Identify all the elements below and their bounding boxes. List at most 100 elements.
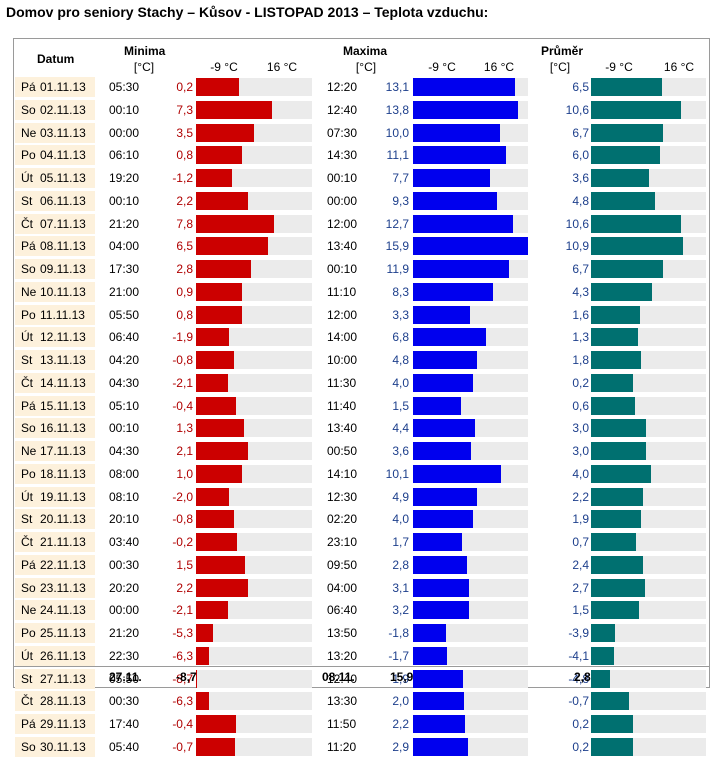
date-cell (15, 418, 95, 439)
max-bar (413, 237, 528, 256)
date: 16.11.13 (40, 421, 86, 436)
min-bar-track (196, 692, 312, 711)
min-value: 7,3 (176, 102, 193, 117)
avg-bar (591, 146, 660, 165)
min-bar (196, 555, 245, 574)
table-row: Út 26.11.13 22:30 -6,3 13:20 -1,7 -4,1 (0, 645, 722, 667)
footer-max-value: 15,9 (390, 670, 414, 684)
prumer-scale-low: -9 °C (605, 60, 633, 74)
min-bar (196, 737, 235, 756)
max-value: 8,3 (392, 284, 409, 299)
min-bar (196, 237, 268, 256)
max-bar (413, 669, 464, 688)
date: 14.11.13 (40, 375, 86, 390)
max-bar (413, 191, 498, 210)
min-time: 00:10 (109, 421, 140, 436)
table-row: So 30.11.13 05:40 -0,7 11:20 2,9 0,2 (0, 736, 722, 758)
maxima-scale-high: 16 °C (483, 60, 515, 74)
date-cell (15, 304, 95, 325)
max-time: 12:00 (327, 216, 358, 231)
avg-value: 3,0 (572, 421, 589, 436)
date-cell (15, 213, 95, 234)
min-bar (196, 191, 248, 210)
max-value: 11,1 (386, 148, 409, 163)
day-of-week: Čt (21, 535, 33, 549)
avg-bar (591, 578, 645, 597)
max-bar (413, 100, 518, 119)
avg-value: -4,1 (568, 648, 589, 663)
date: 27.11.13 (40, 671, 86, 686)
avg-bar (591, 510, 642, 529)
max-bar (413, 646, 447, 665)
max-value: -1,8 (388, 626, 409, 640)
max-bar (413, 464, 501, 483)
min-bar (196, 396, 236, 415)
max-value: 3,1 (392, 580, 409, 595)
min-time: 05:30 (109, 80, 140, 94)
min-time: 00:30 (109, 557, 140, 572)
min-value: 0,9 (176, 284, 193, 299)
day-of-week: Pá (21, 717, 36, 731)
table-row: Út 19.11.13 08:10 -2,0 12:30 4,9 2,2 (0, 486, 722, 508)
avg-bar (591, 464, 651, 483)
min-value: 2,8 (176, 262, 193, 276)
table-row: So 09.11.13 17:30 2,8 00:10 11,9 6,7 (0, 258, 722, 280)
min-time: 00:00 (109, 125, 140, 140)
table-row: Po 18.11.13 08:00 1,0 14:10 10,1 4,0 (0, 463, 722, 485)
day-of-week: Út (21, 330, 33, 345)
avg-value: 0,2 (572, 739, 589, 754)
max-bar (413, 146, 506, 165)
max-bar (413, 282, 493, 301)
min-bar (196, 328, 229, 347)
avg-bar (591, 78, 663, 96)
avg-value: 1,6 (572, 307, 589, 322)
min-time: 05:50 (109, 307, 140, 322)
min-value: 1,3 (176, 421, 193, 436)
date: 04.11.13 (40, 148, 86, 163)
minima-scale-high: 16 °C (266, 60, 298, 74)
date: 12.11.13 (40, 330, 86, 345)
max-time: 11:30 (327, 375, 357, 390)
min-value: -0,2 (172, 535, 193, 549)
min-bar (196, 373, 228, 392)
max-value: 3,6 (392, 444, 409, 458)
min-time: 04:30 (109, 375, 140, 390)
min-value: -2,1 (172, 375, 193, 390)
min-time: 20:20 (109, 580, 140, 595)
min-bar (196, 510, 234, 529)
min-time: 00:10 (109, 193, 140, 208)
min-value: 0,8 (176, 307, 193, 322)
min-time: 04:20 (109, 353, 140, 367)
min-bar (196, 419, 244, 438)
max-time: 02:20 (327, 512, 358, 527)
date-cell (15, 190, 95, 211)
date: 17.11.13 (40, 444, 86, 458)
avg-bar (591, 214, 682, 233)
avg-value: -0,7 (568, 694, 589, 709)
date: 05.11.13 (40, 171, 86, 185)
avg-bar (591, 282, 653, 301)
footer-min-date: 27.11. (109, 670, 142, 684)
table-frame (13, 38, 710, 688)
avg-bar (591, 305, 640, 324)
day-of-week: Čt (21, 694, 33, 709)
max-value: 1,7 (392, 535, 409, 549)
min-value: -0,4 (172, 717, 193, 731)
min-bar (196, 464, 243, 483)
min-time: 04:30 (109, 444, 140, 458)
avg-bar (591, 646, 614, 665)
day-of-week: Ne (21, 284, 37, 299)
min-time: 00:30 (109, 694, 140, 709)
date-cell (15, 441, 95, 461)
max-time: 09:50 (327, 557, 358, 572)
max-time: 07:30 (327, 125, 358, 140)
avg-bar (591, 351, 641, 369)
avg-value: 10,6 (565, 102, 589, 117)
day-of-week: So (21, 739, 36, 754)
avg-value: 2,2 (572, 489, 589, 504)
footer-avg-value: 2,8 (574, 670, 591, 684)
max-time: 12:00 (327, 307, 358, 322)
date: 20.11.13 (40, 512, 86, 527)
max-bar (413, 78, 515, 96)
date: 02.11.13 (40, 102, 86, 117)
